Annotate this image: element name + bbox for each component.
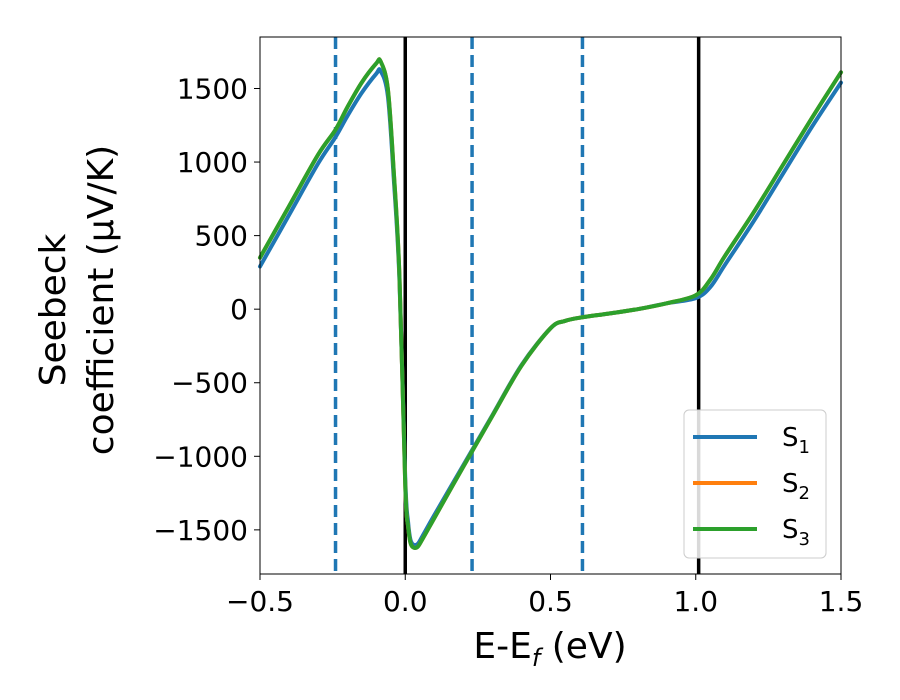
y-tick-label: −1000 [153, 440, 248, 473]
x-axis-title-main: E-E [473, 626, 531, 667]
y-tick-label: −500 [171, 367, 248, 400]
x-tick-label: −0.5 [226, 585, 294, 618]
legend-label-s2: S2 [782, 469, 810, 504]
x-tick-label: 1.0 [673, 585, 718, 618]
y-tick-label: −1500 [153, 514, 248, 547]
legend-label-s3: S3 [782, 515, 810, 550]
legend-label-s1: S1 [782, 423, 810, 458]
x-axis-title: E-Ef (eV) [473, 626, 626, 672]
series-line-s3 [258, 57, 843, 550]
legend-label-sub: 3 [799, 529, 810, 550]
y-tick-label: 0 [230, 293, 248, 326]
legend-label-sub: 1 [799, 437, 810, 458]
x-tick-label: 0.5 [528, 585, 573, 618]
series-lines [258, 57, 843, 550]
y-axis-title-line2: coefficient (μV/K) [81, 145, 122, 455]
x-tick-label: 0.0 [383, 585, 428, 618]
legend-label-main: S [782, 515, 799, 545]
x-axis-ticks: −0.5 0.0 0.5 1.0 1.5 [226, 574, 863, 618]
legend-label-main: S [782, 423, 799, 453]
y-tick-label: 1500 [177, 72, 248, 105]
legend-label-main: S [782, 469, 799, 499]
legend-label-sub: 2 [799, 483, 810, 504]
x-axis-title-unit: (eV) [540, 626, 626, 667]
y-axis-ticks: −1500 −1000 −500 0 500 1000 1500 [153, 72, 260, 547]
y-tick-label: 1000 [177, 146, 248, 179]
y-tick-label: 500 [195, 220, 248, 253]
y-axis-title-line1: Seebeck [33, 233, 74, 386]
x-tick-label: 1.5 [819, 585, 864, 618]
